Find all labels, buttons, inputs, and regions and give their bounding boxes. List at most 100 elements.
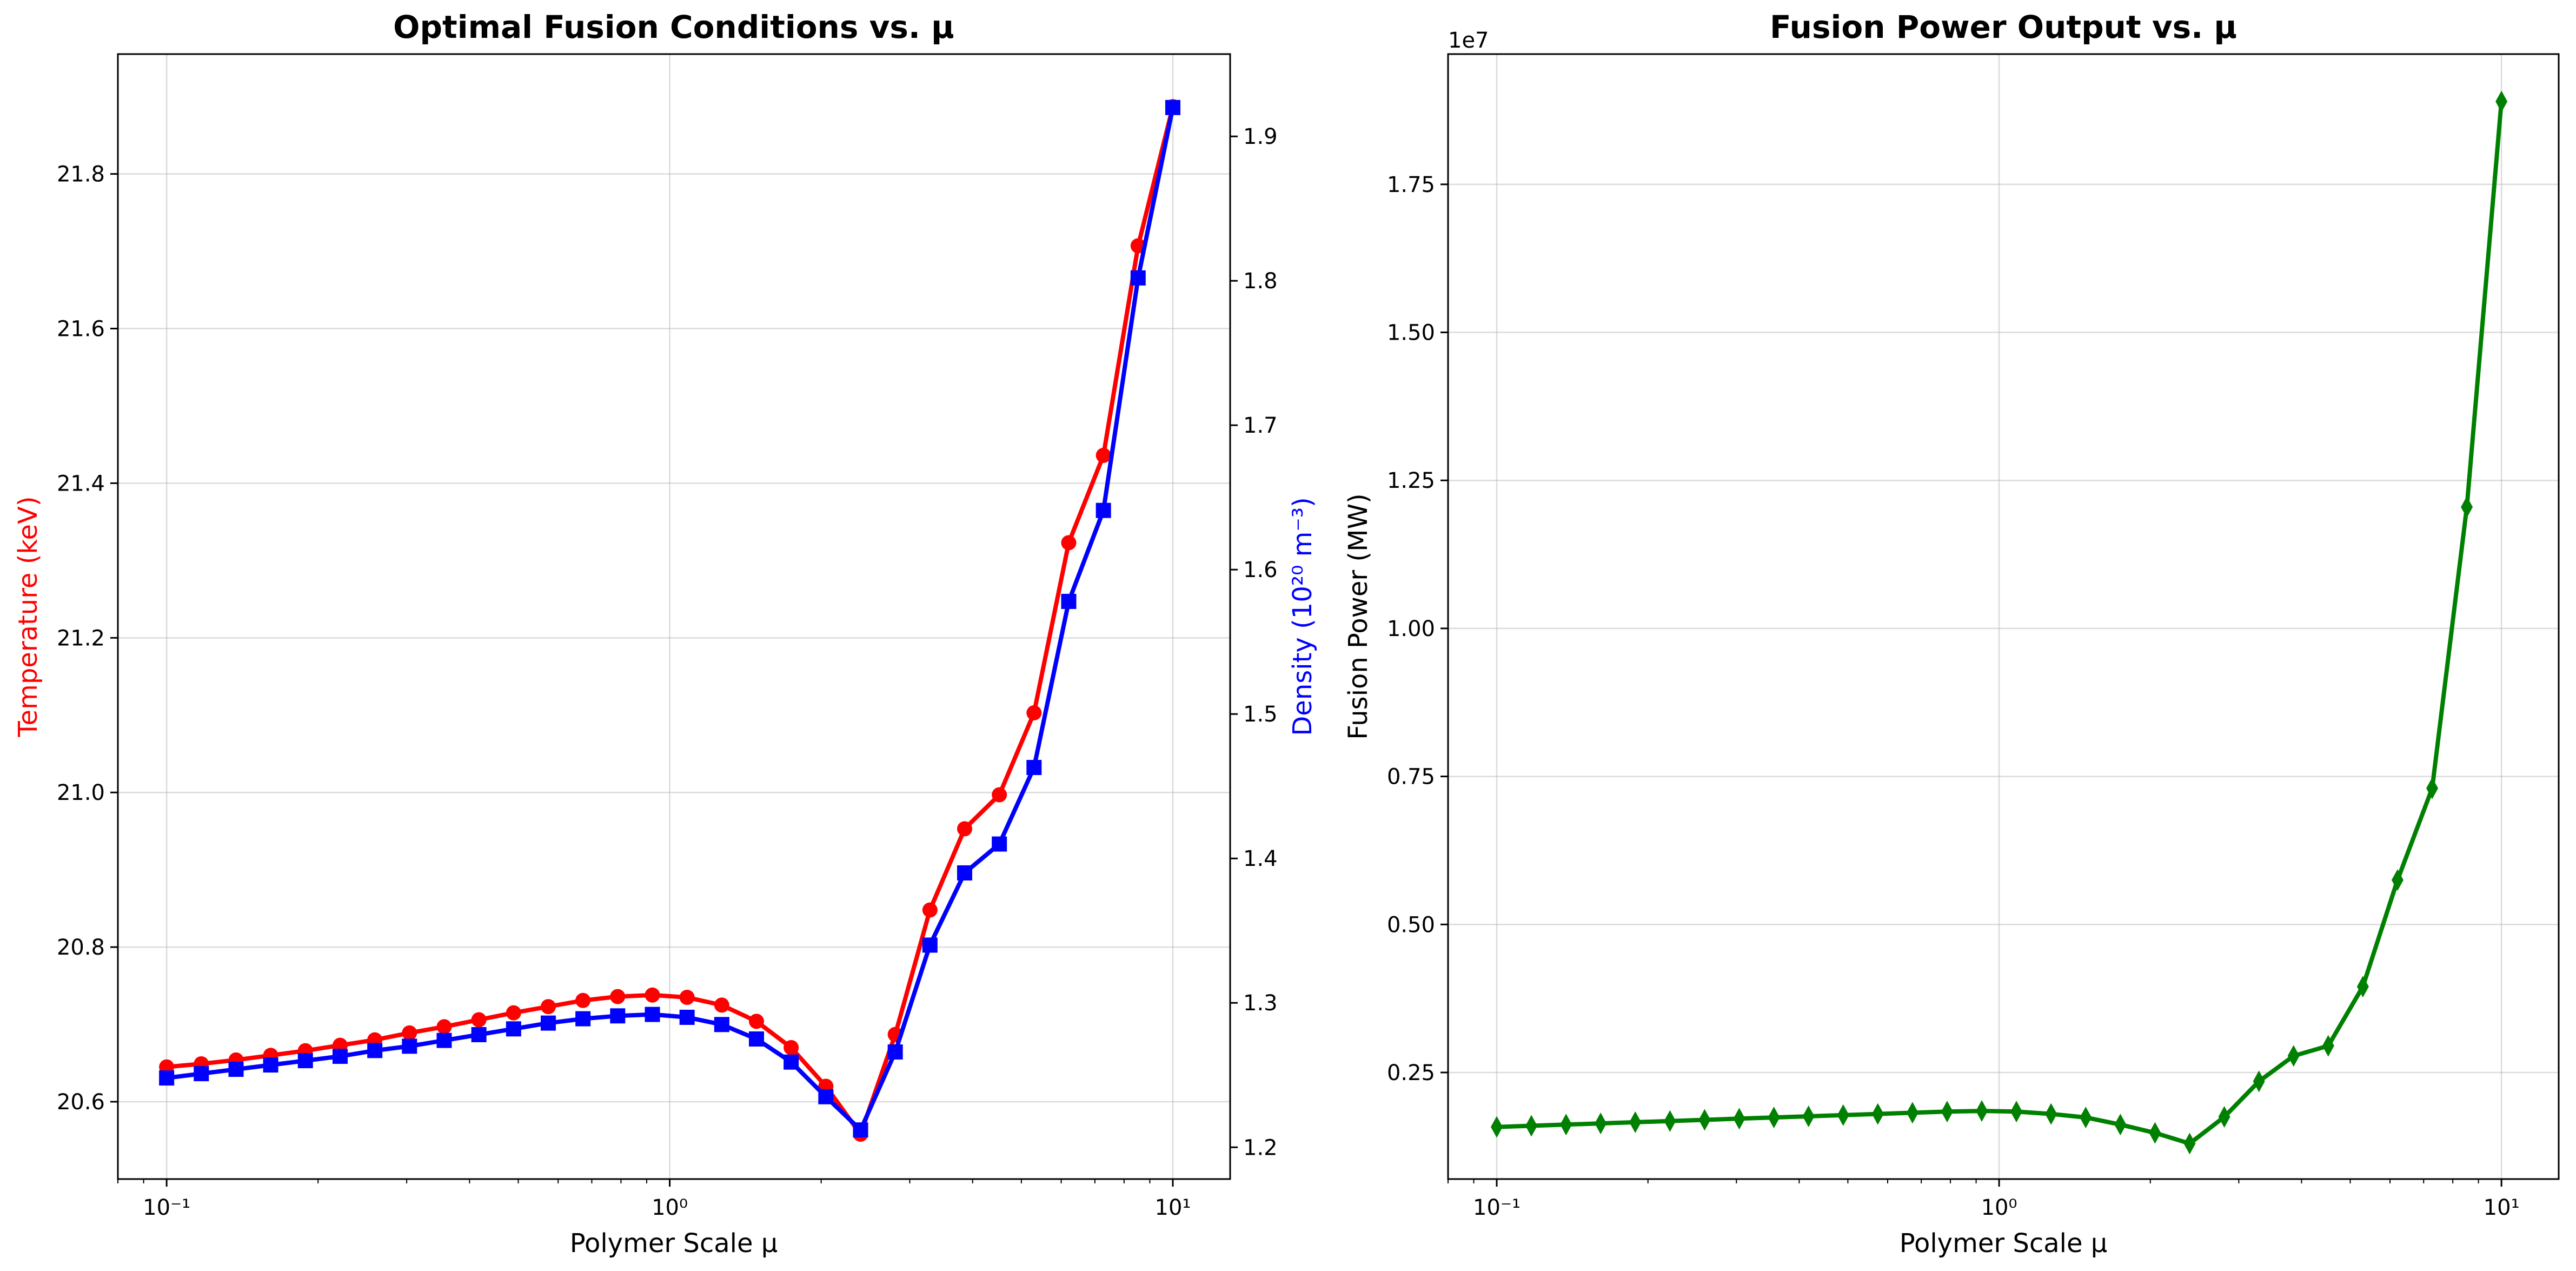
right-chart-x-axis-label: Polymer Scale μ: [1900, 1228, 2108, 1259]
left-series-1-point-18: [784, 1054, 799, 1070]
y2-tick-label: 1.2: [1243, 1135, 1278, 1160]
left-series-0-point-22: [922, 902, 938, 918]
left-series-0-point-15: [679, 990, 695, 1005]
right-series-0-point-11: [1871, 1103, 1884, 1125]
y2-tick-label: 1.9: [1243, 124, 1278, 149]
left-series-1-point-13: [610, 1008, 626, 1024]
right-series-0-point-1: [1525, 1115, 1538, 1137]
left-series-0-point-17: [749, 1014, 765, 1029]
left-series-1-point-17: [749, 1031, 765, 1047]
right-series-0-point-20: [2183, 1133, 2196, 1155]
right-series-0-point-13: [1941, 1101, 1953, 1123]
left-series-0-point-25: [1026, 705, 1042, 720]
right-chart-offset-text: 1e7: [1448, 28, 1489, 53]
left-series-0-point-9: [471, 1012, 487, 1028]
right-series-0-point-10: [1837, 1104, 1849, 1126]
left-chart-y-axis-label: Temperature (keV): [13, 496, 43, 737]
left-series-1-point-9: [471, 1027, 487, 1042]
left-series-0-point-14: [645, 987, 660, 1003]
left-series-1-point-2: [228, 1062, 244, 1077]
left-series-1-point-23: [957, 865, 972, 881]
right-series-0-point-27: [2426, 777, 2438, 799]
left-chart-x-ticks: 10⁻¹ 10⁰ 10¹: [117, 1179, 1191, 1220]
left-series-1-point-4: [297, 1053, 313, 1069]
left-series-0-point-13: [610, 989, 626, 1004]
right-series-0-point-3: [1595, 1113, 1607, 1135]
left-chart-series: [159, 99, 1180, 1142]
left-series-1-point-16: [714, 1017, 729, 1032]
right-series-0-point-24: [2322, 1035, 2334, 1057]
left-series-1-point-0: [159, 1070, 175, 1086]
y-tick-label: 20.6: [57, 1090, 105, 1115]
left-series-0-point-8: [436, 1019, 452, 1035]
x-tick-label: 10⁰: [1981, 1195, 2017, 1220]
right-series-0-point-4: [1629, 1111, 1642, 1133]
left-series-1-point-7: [402, 1038, 417, 1054]
right-series-0-point-14: [1976, 1100, 1988, 1122]
y-tick-label: 1.75: [1387, 173, 1435, 197]
left-series-1-point-20: [853, 1122, 868, 1138]
y-tick-label: 21.8: [57, 162, 105, 187]
left-series-0-point-26: [1061, 535, 1077, 551]
left-series-1-point-8: [436, 1032, 452, 1048]
left-series-1-point-11: [540, 1015, 556, 1031]
left-series-1-point-5: [332, 1049, 348, 1064]
left-series-0-point-24: [992, 787, 1007, 803]
y-tick-label: 0.25: [1387, 1061, 1435, 1085]
left-series-1-point-15: [679, 1009, 695, 1025]
right-series-0-point-12: [1906, 1102, 1918, 1124]
left-series-1: [159, 100, 1180, 1138]
left-series-1-point-28: [1130, 270, 1146, 286]
right-chart-grid: [1448, 54, 2559, 1179]
y-tick-label: 1.50: [1387, 321, 1435, 346]
y-tick-label: 21.2: [57, 626, 105, 651]
y2-tick-label: 1.5: [1243, 702, 1278, 727]
y-tick-label: 0.75: [1387, 765, 1435, 790]
y-tick-label: 1.25: [1387, 468, 1435, 493]
right-series-0-point-9: [1802, 1105, 1815, 1127]
right-chart-frame: [1447, 53, 2560, 1180]
left-chart-frame: [117, 53, 1231, 1180]
left-series-1-point-1: [194, 1066, 209, 1082]
right-series-0-point-15: [2010, 1101, 2023, 1123]
left-series-0-point-11: [540, 999, 556, 1015]
y2-tick-label: 1.3: [1243, 991, 1278, 1016]
right-series-0-point-19: [2149, 1122, 2161, 1144]
right-series-0-point-0: [1491, 1116, 1503, 1138]
y2-tick-label: 1.6: [1243, 558, 1278, 582]
y-tick-label: 0.50: [1387, 912, 1435, 937]
left-series-1-point-24: [992, 836, 1007, 852]
left-series-0-point-16: [714, 997, 729, 1013]
right-series-0-point-29: [2495, 90, 2508, 112]
left-series-0-point-27: [1096, 447, 1111, 463]
right-chart-panel: 10⁻¹ 10⁰ 10¹ 0.250.500.751.001.251.501.75 …: [1343, 9, 2560, 1259]
x-tick-label: 10⁻¹: [1473, 1195, 1521, 1220]
right-series-0: [1491, 90, 2508, 1155]
y2-tick-label: 1.7: [1243, 413, 1278, 438]
left-series-0-point-7: [402, 1025, 417, 1041]
y-tick-label: 1.00: [1387, 617, 1435, 641]
y-tick-label: 20.8: [57, 935, 105, 960]
right-chart-y-axis-label: Fusion Power (MW): [1343, 493, 1373, 740]
left-series-0-point-12: [575, 992, 591, 1008]
left-chart-title: Optimal Fusion Conditions vs. μ: [393, 9, 954, 45]
right-series-0-point-17: [2080, 1107, 2092, 1129]
right-series-0-point-28: [2461, 496, 2473, 518]
right-series-0-point-2: [1560, 1114, 1572, 1136]
left-chart-y2-ticks: 1.2 1.3 1.4 1.5 1.6 1.7 1.8 1.9: [1230, 124, 1278, 1160]
right-series-0-point-26: [2391, 869, 2404, 891]
left-series-0-point-23: [957, 821, 972, 837]
left-series-1-point-29: [1165, 100, 1180, 115]
left-series-1-point-3: [263, 1057, 278, 1073]
left-series-1-point-12: [575, 1011, 591, 1027]
right-series-0-point-16: [2045, 1103, 2057, 1125]
right-series-0-point-6: [1698, 1109, 1711, 1131]
right-series-0-point-8: [1768, 1107, 1780, 1129]
left-series-1-point-25: [1026, 760, 1042, 776]
right-chart-title: Fusion Power Output vs. μ: [1770, 9, 2237, 45]
y2-tick-label: 1.8: [1243, 269, 1278, 294]
y-tick-label: 21.0: [57, 780, 105, 805]
left-chart-y2-axis-label: Density (10²⁰ m⁻³): [1287, 497, 1318, 736]
right-series-0-point-23: [2287, 1045, 2300, 1067]
